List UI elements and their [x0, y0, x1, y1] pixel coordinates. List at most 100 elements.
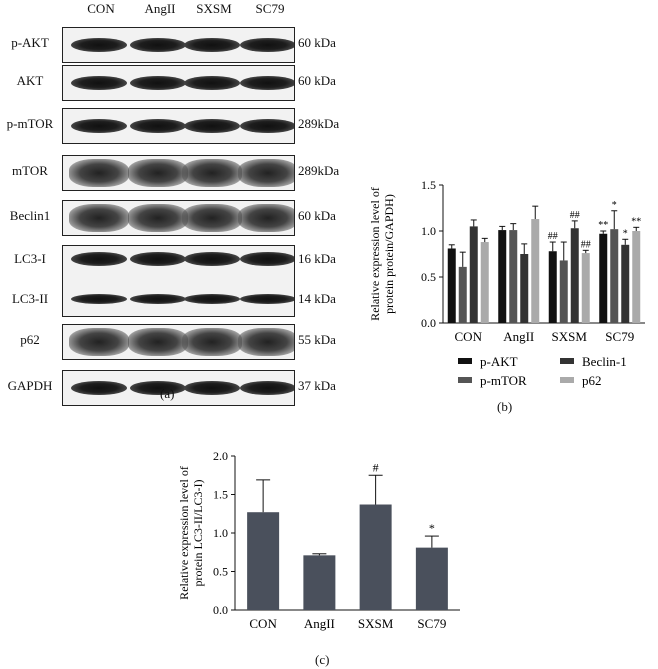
y-tick-label: 0.0	[213, 603, 228, 617]
legend-label: Beclin-1	[582, 354, 627, 369]
lane-label-angii: AngII	[144, 1, 176, 16]
x-tick-label: CON	[249, 616, 277, 631]
y-tick-label: 0.0	[421, 316, 436, 330]
x-tick-label: SXSM	[358, 616, 394, 631]
blot-band	[240, 76, 294, 90]
blot-band	[182, 328, 242, 356]
bar	[458, 266, 467, 323]
bar	[359, 504, 392, 610]
y-axis-label: Relative expression level ofprotein LC3-…	[177, 466, 205, 600]
blot-mw-label: 60 kDa	[298, 35, 336, 50]
bar	[469, 226, 478, 323]
blot-band	[184, 76, 240, 90]
blot-band	[184, 252, 240, 266]
blot-band	[184, 381, 240, 395]
x-tick-label: CON	[455, 329, 483, 344]
significance-mark: **	[631, 216, 641, 227]
bar	[621, 244, 630, 323]
blot-band	[128, 204, 188, 232]
chart-c-lc3-ratio: 0.0 0.5 1.0 1.5 2.0 Relative expression level…	[177, 450, 460, 631]
legend-swatch	[458, 377, 472, 383]
chart-b-protein-gapdh: 0.0 0.5 1.0 1.5 Relative expression level of…	[368, 178, 645, 388]
blot-row-label: p-mTOR	[6, 116, 54, 131]
y-tick-label: 1.5	[421, 178, 436, 192]
blot-band	[240, 381, 294, 395]
bar	[520, 254, 529, 323]
x-tick-label: SXSM	[552, 329, 588, 344]
x-tick-label: SC79	[417, 616, 446, 631]
blot-mw-label: 289kDa	[298, 163, 340, 178]
blot-band	[71, 119, 127, 133]
panel-b-label: (b)	[497, 399, 513, 414]
blot-band	[238, 328, 294, 356]
blot-band	[240, 294, 294, 304]
significance-mark: *	[612, 200, 617, 211]
y-tick-label: 1.0	[421, 224, 436, 238]
y-axis-label-line: Relative expression level of	[368, 187, 382, 321]
blot-band	[71, 294, 127, 304]
blot-band	[238, 159, 294, 187]
blot-band	[240, 119, 294, 133]
blot-row-label: AKT	[16, 73, 44, 88]
blot-band	[184, 119, 240, 133]
bar	[581, 253, 590, 323]
legend-label: p-mTOR	[480, 373, 527, 388]
bar	[632, 231, 641, 323]
blot-band	[128, 328, 188, 356]
blot-row-p-mtor	[62, 108, 295, 144]
blot-band	[240, 252, 294, 266]
significance-mark: ##	[570, 210, 580, 221]
blot-row-label: GAPDH	[7, 378, 53, 393]
legend-swatch	[458, 358, 472, 364]
y-tick-label: 2.0	[213, 450, 228, 463]
y-axis-label: Relative expression level ofprotein prot…	[368, 187, 396, 321]
panel-c-label: (c)	[315, 652, 330, 667]
y-tick-label: 0.5	[421, 270, 436, 284]
bar	[303, 555, 336, 610]
blot-mw-label: 16 kDa	[298, 251, 336, 266]
blot-row-label: mTOR	[12, 163, 48, 178]
bar	[599, 233, 608, 323]
blot-mw-label: 60 kDa	[298, 73, 336, 88]
blot-band	[184, 294, 240, 304]
legend-swatch	[560, 377, 574, 383]
bar	[610, 229, 619, 323]
x-tick-label: AngII	[304, 616, 335, 631]
blot-mw-label: 14 kDa	[298, 291, 336, 306]
blot-band	[184, 38, 240, 52]
bar	[415, 547, 448, 610]
blot-row-label: LC3-II	[11, 291, 49, 306]
blot-band	[71, 381, 127, 395]
y-tick-label: 1.0	[213, 526, 228, 540]
y-tick-label: 1.5	[213, 488, 228, 502]
blot-band	[69, 204, 129, 232]
bar	[447, 248, 456, 323]
blot-band	[130, 294, 186, 304]
significance-mark: *	[429, 521, 435, 535]
bar	[480, 242, 489, 323]
blot-band	[71, 38, 127, 52]
panel-a-label: (a)	[160, 386, 175, 401]
blot-row-lc3-i	[62, 245, 295, 317]
blot-row-gapdh	[62, 370, 295, 406]
legend-swatch	[560, 358, 574, 364]
blot-band	[182, 204, 242, 232]
bar	[247, 512, 280, 610]
blot-row-akt	[62, 65, 295, 101]
blot-band	[71, 252, 127, 266]
blot-band	[130, 252, 186, 266]
blot-band	[69, 328, 129, 356]
significance-mark: #	[373, 460, 379, 474]
blot-row-label: p62	[20, 332, 40, 347]
blot-band	[128, 159, 188, 187]
blot-row-label: Beclin1	[9, 208, 51, 223]
blot-mw-label: 289kDa	[298, 116, 340, 131]
blot-band	[130, 381, 186, 395]
blot-row-beclin1	[62, 200, 295, 236]
blot-row-label: p-AKT	[11, 35, 49, 50]
blot-band	[71, 76, 127, 90]
legend-label: p62	[582, 373, 602, 388]
blot-mw-label: 60 kDa	[298, 208, 336, 223]
blot-row-mtor	[62, 155, 295, 191]
blot-mw-label: 37 kDa	[298, 378, 336, 393]
